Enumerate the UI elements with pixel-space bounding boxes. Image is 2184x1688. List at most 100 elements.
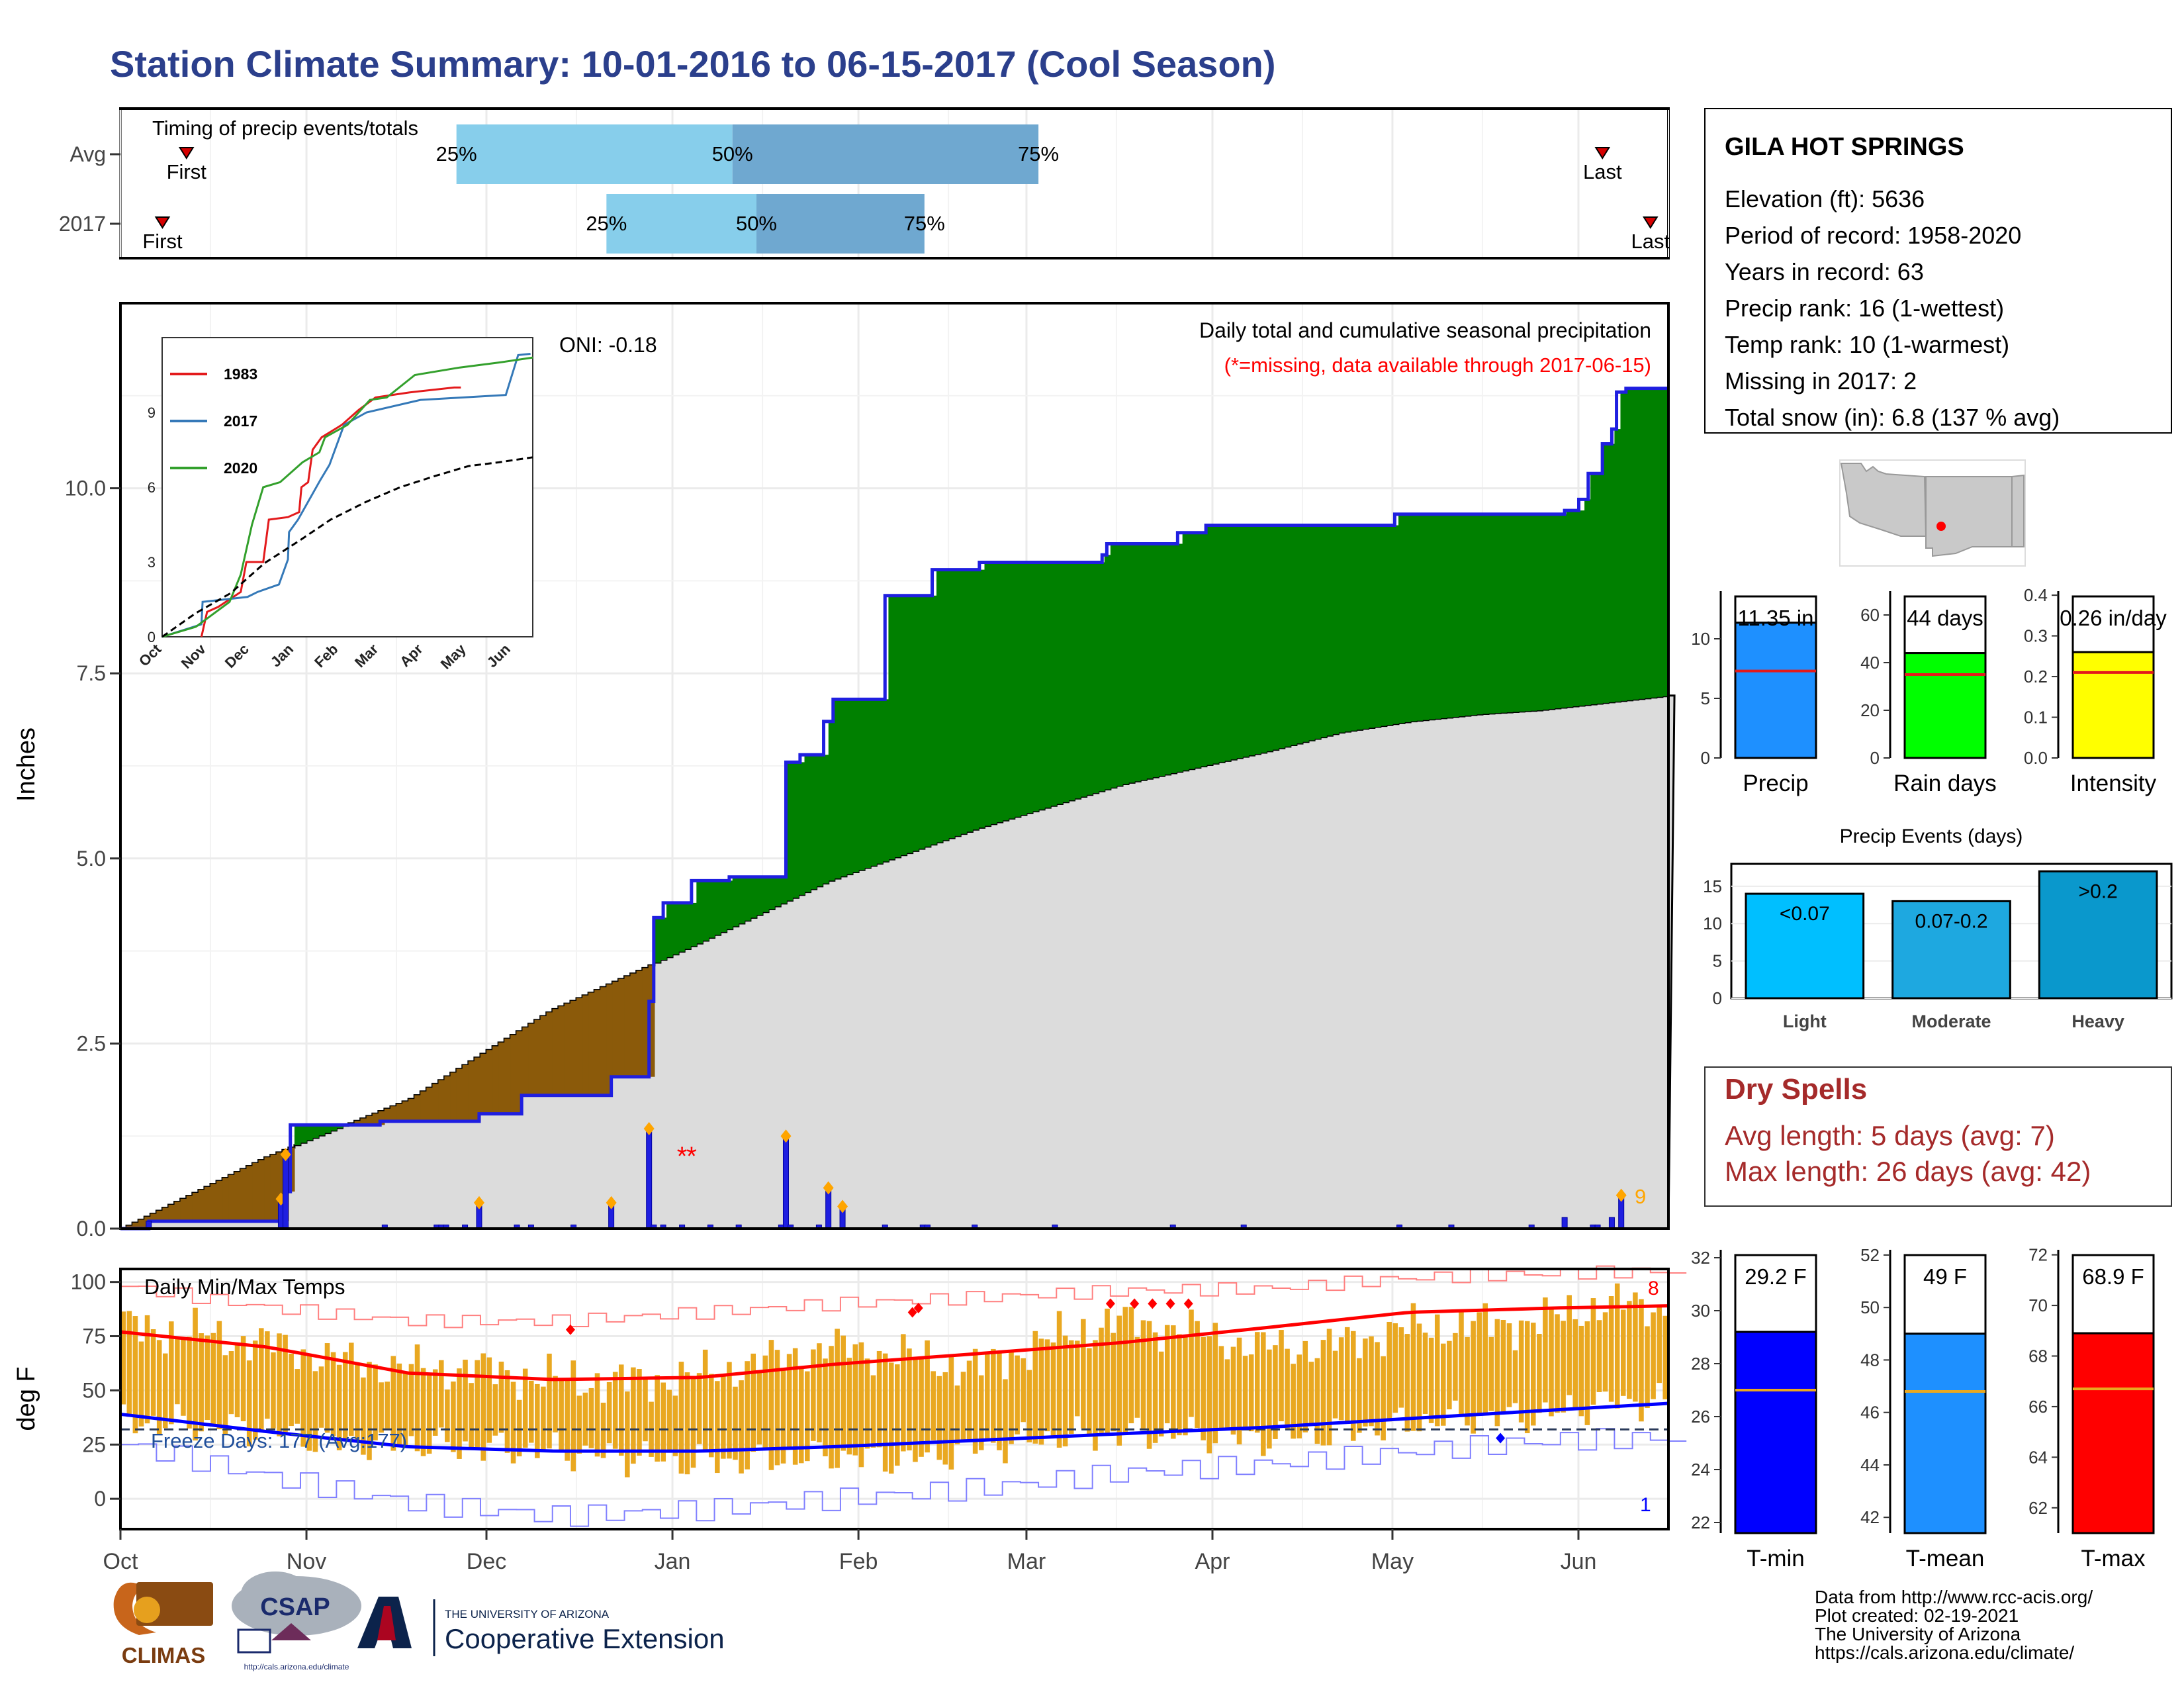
surplus-segment [300, 1125, 307, 1143]
surplus-segment [1638, 388, 1645, 699]
summary-tick-label: 0.0 [2024, 748, 2048, 768]
daily-temp-bar [1375, 1342, 1380, 1436]
temp-summary-t-max: 62 64 66 68 70 72 68.9 F T-max [2028, 1245, 2155, 1571]
surplus-segment [1608, 444, 1615, 702]
surplus-segment [1236, 525, 1243, 759]
temp-panel: 0 25 50 75 100 deg F Daily Min/Max Temps Fre… [13, 1265, 1687, 1530]
daily-temp-bar [1032, 1331, 1038, 1444]
deficit-segment [396, 1103, 403, 1121]
surplus-segment [672, 902, 679, 955]
footer-line-3: The University of Arizona [1815, 1624, 2021, 1644]
deficit-segment [228, 1174, 235, 1221]
surplus-segment [1032, 562, 1039, 812]
surplus-segment [318, 1125, 325, 1136]
footer-line-4: https://cals.arizona.edu/climate/ [1815, 1642, 2074, 1663]
page-title: Station Climate Summary: 10-01-2016 to 0… [110, 43, 1276, 85]
surplus-segment [882, 699, 889, 862]
daily-temp-bar [570, 1360, 576, 1472]
surplus-segment [1572, 510, 1579, 707]
deficit-segment [510, 1035, 517, 1114]
daily-temp-bar [1561, 1321, 1566, 1413]
surplus-segment [1620, 392, 1627, 701]
last-event-label: Last [1631, 230, 1670, 253]
surplus-segment [1494, 514, 1501, 714]
precip-axis: 0.0 2.5 5.0 7.5 10.0 [65, 477, 120, 1241]
daily-temp-bar [306, 1355, 312, 1451]
daily-temp-bar [132, 1316, 138, 1434]
daily-temp-bar [751, 1353, 756, 1452]
summary-tick-label: 40 [1860, 653, 1880, 673]
daily-temp-bar [1602, 1312, 1608, 1392]
surplus-segment [1428, 514, 1435, 720]
daily-temp-bar [1236, 1337, 1242, 1444]
daily-temp-bar [228, 1351, 234, 1415]
daily-temp-bar [451, 1382, 456, 1452]
freeze-days-label: Freeze Days: 177 (Avg:177) [151, 1429, 407, 1452]
daily-temp-bar [1440, 1343, 1446, 1426]
station-info-line: Missing in 2017: 2 [1725, 367, 1917, 395]
daily-temp-bar [432, 1369, 438, 1436]
precip-daily-bars: ** [146, 1122, 1627, 1229]
surplus-segment [876, 699, 883, 864]
daily-temp-bar [702, 1349, 708, 1453]
surplus-segment [666, 902, 673, 957]
daily-temp-bar [1590, 1298, 1596, 1405]
daily-temp-bar [486, 1357, 492, 1443]
summary-value-bar [1734, 1331, 1817, 1534]
daily-temp-bar [1410, 1303, 1416, 1431]
surplus-segment [684, 902, 691, 949]
surplus-segment [1386, 525, 1393, 726]
daily-temp-bar [438, 1360, 444, 1428]
surplus-segment [1482, 514, 1489, 714]
daily-temp-bar [936, 1376, 942, 1460]
summary-value-bar [2071, 651, 2155, 759]
record-high-marker [1165, 1298, 1175, 1309]
deficit-segment [204, 1186, 211, 1221]
summary-tick-label: 0.2 [2024, 667, 2048, 686]
daily-temp-bar [1116, 1315, 1122, 1446]
summary-tick-label: 52 [1860, 1245, 1880, 1265]
daily-temp-bar [312, 1371, 318, 1452]
daily-temp-bar [330, 1352, 336, 1436]
surplus-segment [978, 569, 985, 828]
daily-temp-bar [234, 1342, 240, 1418]
daily-temp-bar [1279, 1330, 1284, 1422]
deficit-segment [408, 1099, 415, 1121]
daily-temp-bar [1482, 1303, 1488, 1414]
surplus-segment [984, 562, 991, 826]
precip-y-tick-label: 7.5 [77, 661, 106, 685]
surplus-segment [1254, 525, 1261, 755]
timing-bar-50-75 [756, 194, 925, 254]
daily-temp-bar [823, 1358, 828, 1457]
surplus-segment [1440, 514, 1447, 718]
precip-y-tick-label: 2.5 [77, 1031, 106, 1055]
surplus-segment [654, 917, 661, 963]
daily-temp-bar [1512, 1350, 1518, 1403]
footer-line-2: Plot created: 02-19-2021 [1815, 1605, 2019, 1626]
ua-name: THE UNIVERSITY OF ARIZONA [445, 1608, 610, 1620]
timing-bars: 25% 50% 75% First Last 25% 50% 75% First Last [142, 124, 1670, 254]
daily-temp-bar [631, 1367, 636, 1464]
record-high-marker [1183, 1298, 1193, 1309]
daily-temp-bar [169, 1321, 174, 1425]
daily-temp-bar [895, 1364, 900, 1466]
summary-tick-label: 50 [1860, 1297, 1880, 1317]
surplus-segment [714, 880, 721, 935]
daily-temp-bar [739, 1380, 744, 1474]
summary-tick-label: 0.1 [2024, 708, 2048, 727]
surplus-segment [954, 569, 961, 836]
daily-temp-bar [1651, 1312, 1656, 1399]
surplus-segment [1332, 525, 1339, 734]
precip-summary-precip: 0 5 10 11.35 in Precip [1691, 591, 1817, 796]
deficit-segment [438, 1080, 445, 1121]
daily-temp-bar [1608, 1296, 1614, 1402]
events-bar [2038, 870, 2158, 1000]
surplus-segment [1362, 525, 1369, 729]
surplus-segment [1500, 514, 1507, 713]
temp-summary-t-mean: 42 44 46 48 50 52 49 F T-mean [1860, 1245, 1987, 1571]
events-bar-label: 0.07-0.2 [1915, 910, 1987, 932]
daily-temp-bar [1254, 1332, 1260, 1433]
deficit-segment [492, 1046, 499, 1114]
surplus-segment [990, 562, 997, 824]
deficit-segment [150, 1213, 157, 1221]
